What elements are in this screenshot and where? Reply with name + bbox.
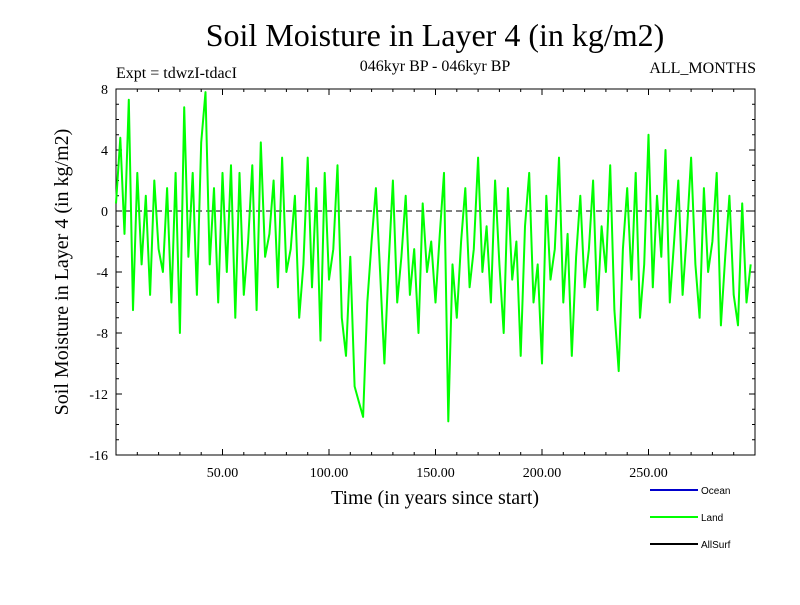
y-axis-label: Soil Moisture in Layer 4 (in kg/m2) bbox=[51, 129, 73, 416]
legend-label-land: Land bbox=[701, 513, 723, 524]
months-label: ALL_MONTHS bbox=[649, 60, 756, 77]
legend: Ocean Land AllSurf bbox=[650, 486, 731, 551]
chart-title: Soil Moisture in Layer 4 (in kg/m2) bbox=[206, 17, 665, 53]
y-tick-label: -8 bbox=[96, 327, 108, 342]
series-line-land bbox=[115, 91, 752, 423]
y-tick-label: 8 bbox=[101, 83, 108, 98]
y-tick-label: -16 bbox=[89, 449, 108, 464]
x-tick-label: 50.00 bbox=[207, 466, 239, 481]
y-tick-label: -4 bbox=[96, 266, 108, 281]
x-axis-ticks: 50.00 100.00 150.00 200.00 250.00 bbox=[136, 89, 735, 481]
y-tick-label: 4 bbox=[101, 144, 108, 159]
legend-label-allsurf: AllSurf bbox=[701, 540, 731, 551]
x-tick-label: 200.00 bbox=[523, 466, 562, 481]
plot-area bbox=[115, 88, 756, 456]
y-tick-label: 0 bbox=[101, 205, 108, 220]
x-tick-label: 250.00 bbox=[629, 466, 668, 481]
x-axis-label: Time (in years since start) bbox=[331, 487, 539, 509]
period-label: 046kyr BP - 046kyr BP bbox=[360, 58, 511, 75]
y-tick-label: -12 bbox=[89, 388, 108, 403]
series-layer bbox=[115, 91, 752, 423]
experiment-label: Expt = tdwzI-tdacI bbox=[116, 65, 237, 82]
x-tick-label: 150.00 bbox=[416, 466, 455, 481]
x-tick-label: 100.00 bbox=[310, 466, 349, 481]
legend-label-ocean: Ocean bbox=[701, 486, 730, 497]
